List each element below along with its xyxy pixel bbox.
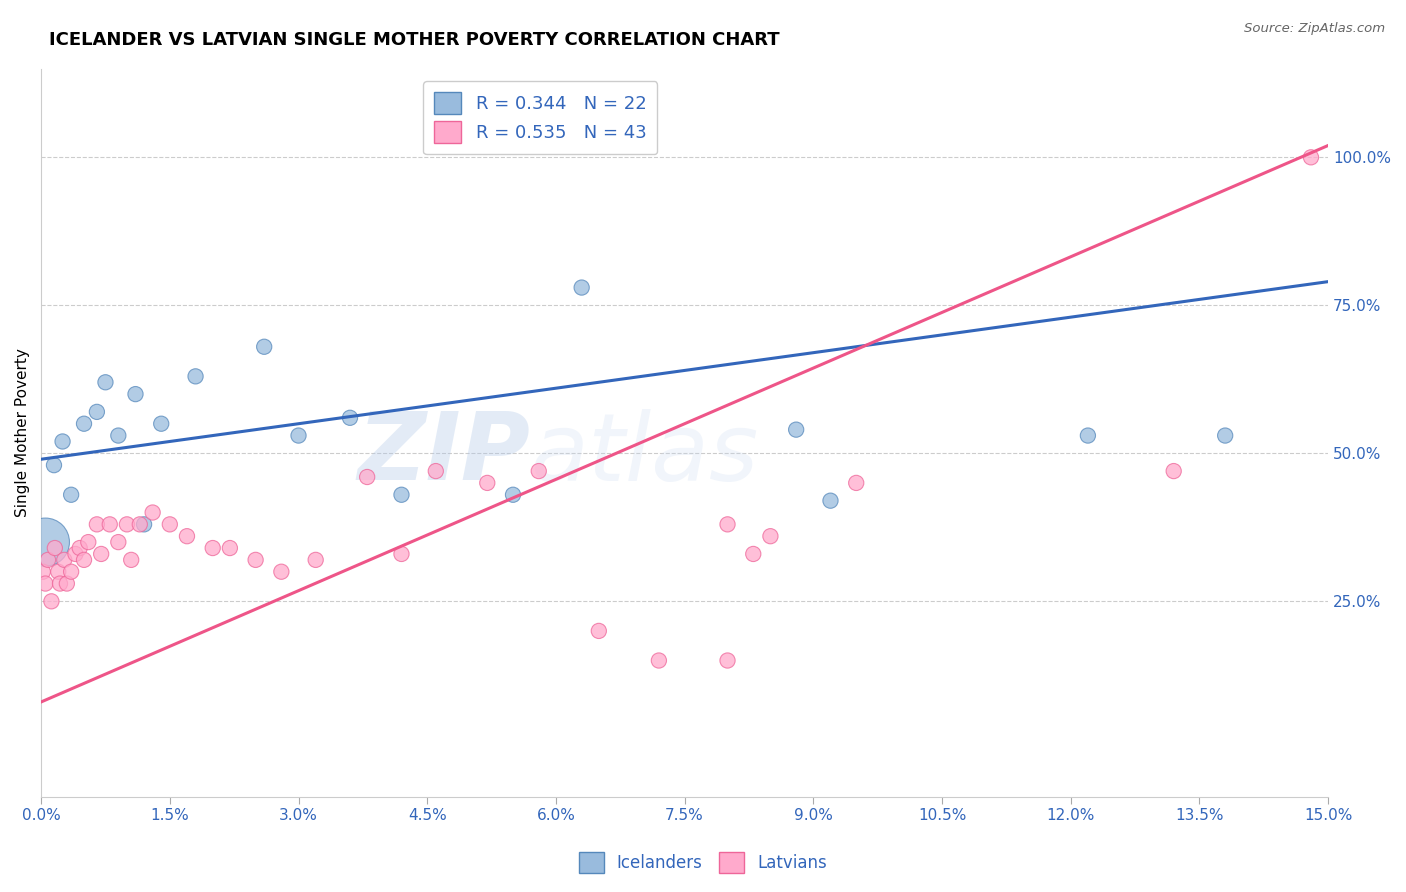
Point (159, 517, 181, 532)
Point (716, 517, 738, 532)
Point (785, 423, 807, 437)
Point (53, 553, 76, 567)
Point (94, 376, 117, 390)
Point (34, 576, 56, 591)
Point (42, 458, 65, 472)
Point (477, 475, 499, 490)
Point (115, 517, 138, 532)
Point (270, 565, 292, 579)
Point (56, 576, 79, 591)
Point (218, 541, 240, 555)
Point (588, 624, 610, 638)
Point (69, 541, 91, 555)
Point (31, 565, 53, 579)
Point (305, 553, 328, 567)
Point (60, 565, 83, 579)
Point (51, 434, 73, 449)
Point (571, 280, 593, 294)
Text: Source: ZipAtlas.com: Source: ZipAtlas.com (1244, 22, 1385, 36)
Point (86, 405, 108, 419)
Point (65, 547, 87, 561)
Point (502, 488, 524, 502)
Point (107, 535, 129, 549)
Point (34, 535, 56, 549)
Point (77, 535, 100, 549)
Y-axis label: Single Mother Poverty: Single Mother Poverty (15, 348, 30, 517)
Point (176, 529, 198, 543)
Legend: R = 0.344   N = 22, R = 0.535   N = 43: R = 0.344 N = 22, R = 0.535 N = 43 (423, 81, 658, 154)
Point (245, 553, 267, 567)
Point (716, 653, 738, 667)
Point (287, 428, 309, 442)
Point (132, 517, 155, 532)
Point (759, 529, 782, 543)
Point (124, 387, 146, 401)
Legend: Icelanders, Latvians: Icelanders, Latvians (572, 846, 834, 880)
Point (356, 470, 378, 484)
Text: atlas: atlas (530, 409, 758, 500)
Point (742, 547, 765, 561)
Point (339, 410, 361, 425)
Point (120, 553, 142, 567)
Point (44, 541, 66, 555)
Point (201, 541, 224, 555)
Point (1299, 150, 1322, 164)
Point (73, 417, 96, 431)
Text: ZIP: ZIP (357, 409, 530, 500)
Point (1213, 428, 1236, 442)
Point (1077, 428, 1099, 442)
Point (46, 565, 69, 579)
Point (1163, 464, 1185, 478)
Point (37, 553, 59, 567)
Point (60, 488, 83, 502)
Point (128, 517, 150, 532)
Point (73, 553, 96, 567)
Point (142, 506, 165, 520)
Point (527, 464, 550, 478)
Point (425, 464, 447, 478)
Point (41, 594, 63, 608)
Point (391, 547, 413, 561)
Point (107, 428, 129, 442)
Point (86, 517, 108, 532)
Point (820, 493, 842, 508)
Point (391, 488, 413, 502)
Point (98, 517, 121, 532)
Point (845, 475, 868, 490)
Point (253, 340, 276, 354)
Point (184, 369, 207, 384)
Point (49, 576, 72, 591)
Point (648, 653, 671, 667)
Text: ICELANDER VS LATVIAN SINGLE MOTHER POVERTY CORRELATION CHART: ICELANDER VS LATVIAN SINGLE MOTHER POVER… (49, 31, 780, 49)
Point (150, 417, 173, 431)
Point (90, 547, 112, 561)
